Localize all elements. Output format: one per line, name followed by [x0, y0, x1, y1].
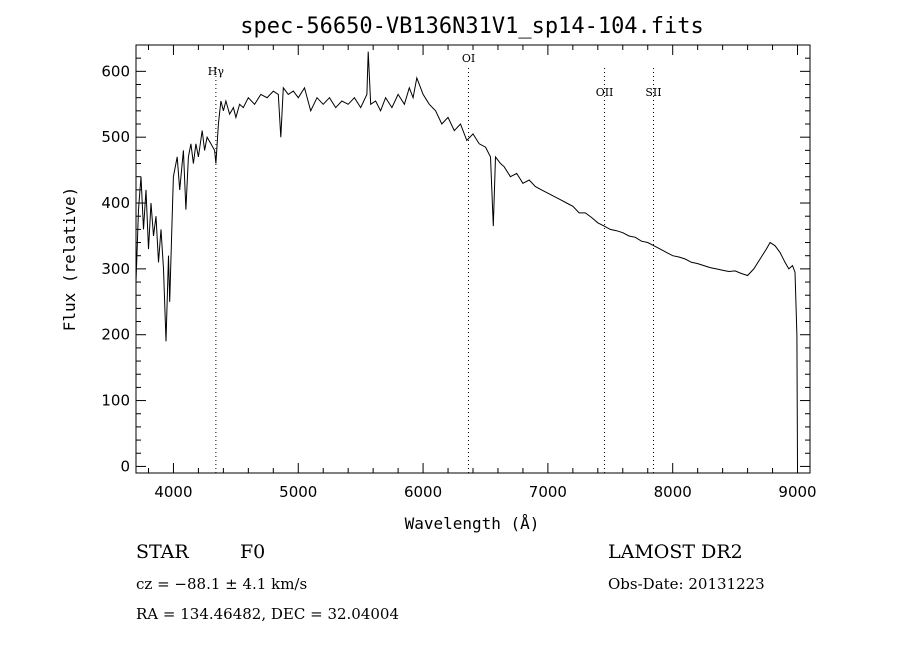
- y-tick-label: 500: [101, 128, 130, 146]
- cz-line: cz = −88.1 ± 4.1 km/s: [136, 575, 308, 593]
- survey-label: LAMOST DR2: [608, 541, 743, 563]
- x-tick-label: 4000: [154, 483, 192, 501]
- x-axis-ticks: [147, 45, 799, 473]
- x-axis-tick-labels: 4000 5000 6000 7000 8000 9000: [154, 483, 816, 501]
- y-tick-label: 300: [101, 260, 130, 278]
- annotation-label: OII: [596, 86, 614, 99]
- star-label: STAR: [136, 541, 189, 563]
- x-tick-label: 7000: [529, 483, 567, 501]
- x-tick-label: 6000: [404, 483, 442, 501]
- y-axis-label: Flux (relative): [60, 187, 79, 332]
- chart-title: spec-56650-VB136N31V1_sp14-104.fits: [240, 14, 704, 39]
- y-axis-tick-labels: 0 100 200 300 400 500 600: [101, 62, 130, 475]
- spectral-type: F0: [240, 541, 266, 563]
- y-tick-label: 100: [101, 392, 130, 410]
- x-axis-label: Wavelength (Å): [405, 514, 540, 533]
- y-tick-label: 200: [101, 326, 130, 344]
- plot-frame: [135, 44, 811, 474]
- annotation-label: Hγ: [208, 65, 225, 78]
- annotation-labels: Hγ OI OII SII: [208, 52, 662, 99]
- coords-line: RA = 134.46482, DEC = 32.04004: [136, 605, 400, 623]
- x-tick-label: 5000: [279, 483, 317, 501]
- spectrum-line: [135, 51, 798, 467]
- y-tick-label: 600: [101, 62, 130, 80]
- y-tick-label: 0: [120, 457, 130, 475]
- x-tick-label: 9000: [778, 483, 816, 501]
- annotation-label: OI: [462, 52, 475, 65]
- y-tick-label: 400: [101, 194, 130, 212]
- annotation-label: SII: [645, 86, 661, 99]
- x-tick-label: 8000: [654, 483, 692, 501]
- obs-date-line: Obs-Date: 20131223: [608, 575, 765, 593]
- y-axis-ticks: [136, 44, 810, 467]
- annotation-lines: [215, 65, 654, 473]
